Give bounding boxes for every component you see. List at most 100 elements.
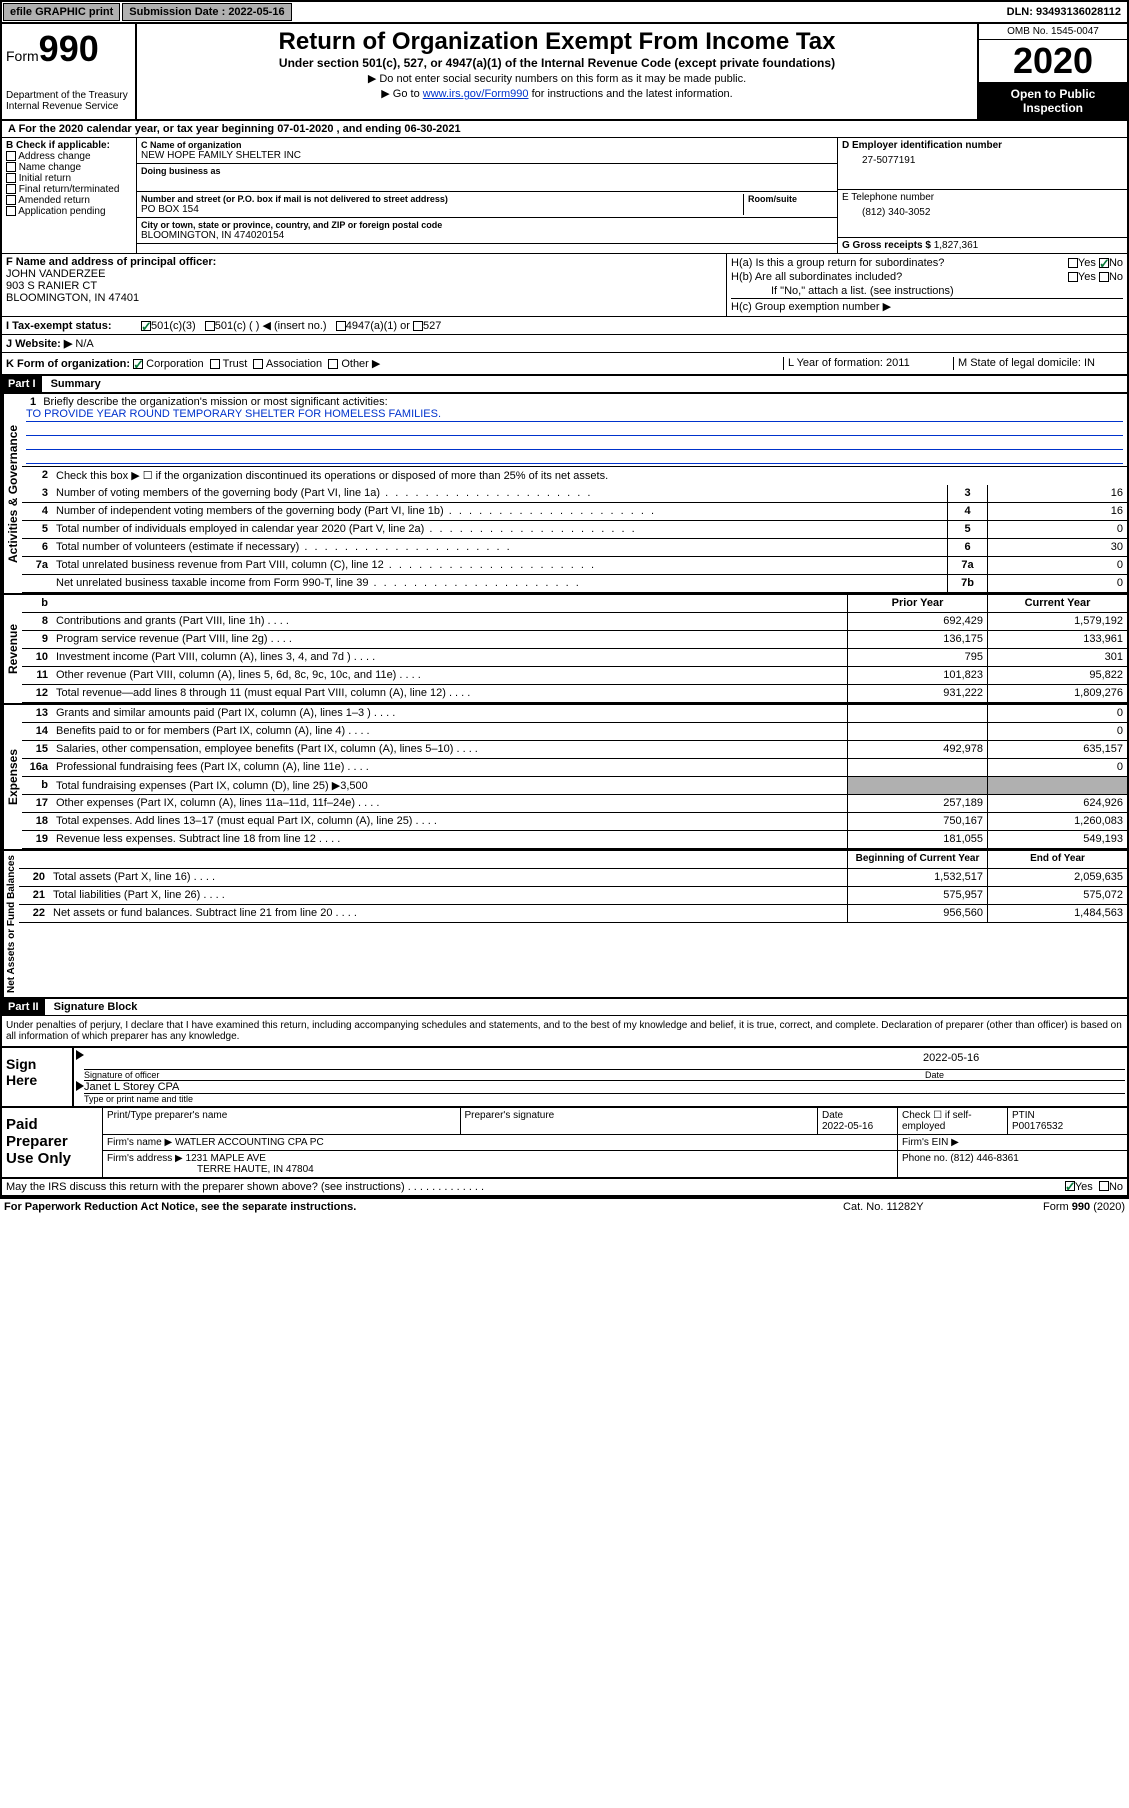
chk-name-change[interactable]: Name change [6,162,132,173]
prior-val: 692,429 [847,613,987,630]
org-name: NEW HOPE FAMILY SHELTER INC [141,150,833,161]
vert-revenue: Revenue [2,595,22,703]
line-num: 18 [22,813,52,830]
hb-yes[interactable] [1068,272,1078,282]
summary-line: Net unrelated business taxable income fr… [22,575,1127,593]
current-val: 2,059,635 [987,869,1127,886]
current-val: 95,822 [987,667,1127,684]
line-num: 17 [22,795,52,812]
chk-amended-return-label: Amended return [18,195,90,206]
chk-final-return[interactable]: Final return/terminated [6,184,132,195]
firm-addr2: TERRE HAUTE, IN 47804 [107,1164,314,1175]
ha-no[interactable] [1099,258,1109,268]
page-footer: For Paperwork Reduction Act Notice, see … [0,1199,1129,1215]
chk-address-change[interactable]: Address change [6,151,132,162]
discuss-no[interactable] [1099,1181,1109,1191]
open-public-label: Open to Public Inspection [979,83,1127,119]
line-num: 19 [22,831,52,848]
k-row: K Form of organization: Corporation Trus… [2,353,1127,376]
chk-initial-return[interactable]: Initial return [6,173,132,184]
chk-501c3[interactable] [141,321,151,331]
line-box: 5 [947,521,987,538]
netassets-section: Net Assets or Fund Balances Beginning of… [2,851,1127,999]
line-text: Benefits paid to or for members (Part IX… [52,723,847,740]
irs-link[interactable]: www.irs.gov/Form990 [423,88,529,100]
line-text: Total unrelated business revenue from Pa… [52,557,947,574]
efile-print-button[interactable]: efile GRAPHIC print [3,3,120,21]
summary-line: 7a Total unrelated business revenue from… [22,557,1127,575]
current-val [987,777,1127,794]
chk-corporation[interactable] [133,359,143,369]
line-text: Salaries, other compensation, employee b… [52,741,847,758]
line-box: 6 [947,539,987,556]
note-link: ▶ Go to www.irs.gov/Form990 for instruct… [141,87,973,100]
data-line: 12 Total revenue—add lines 8 through 11 … [22,685,1127,703]
tax-year-line: A For the 2020 calendar year, or tax yea… [2,121,1127,138]
form-number: Form990 [6,28,131,70]
sig-name-label: Type or print name and title [84,1094,1125,1104]
line-val: 0 [987,521,1127,538]
firm-addr-label: Firm's address ▶ [107,1153,183,1164]
line-num: 16a [22,759,52,776]
summary-line: 5 Total number of individuals employed i… [22,521,1127,539]
chk-amended-return[interactable]: Amended return [6,195,132,206]
data-line: 19 Revenue less expenses. Subtract line … [22,831,1127,849]
officer-addr1: 903 S RANIER CT [6,280,722,292]
line-num: 4 [22,503,52,520]
line-text: Number of voting members of the governin… [52,485,947,502]
hb-no[interactable] [1099,272,1109,282]
ptin-value: P00176532 [1012,1121,1123,1132]
form-word: Form [6,48,39,64]
ha-no-label: No [1109,257,1123,269]
chk-other[interactable] [328,359,338,369]
firm-phone: (812) 446-8361 [950,1153,1018,1164]
line-box: 3 [947,485,987,502]
current-val: 0 [987,759,1127,776]
line-num: 11 [22,667,52,684]
chk-trust[interactable] [210,359,220,369]
hb-no-label: No [1109,271,1123,283]
prior-val: 492,978 [847,741,987,758]
chk-association[interactable] [253,359,263,369]
opt-4947: 4947(a)(1) or [346,320,410,332]
line-val: 16 [987,485,1127,502]
discuss-yes-label: Yes [1075,1181,1093,1193]
chk-501c[interactable] [205,321,215,331]
form-num: 990 [39,28,99,69]
opt-527: 527 [423,320,441,332]
h-b-text: H(b) Are all subordinates included? [731,271,902,283]
dln: DLN: 93493136028112 [1001,4,1127,20]
chk-4947[interactable] [336,321,346,331]
current-val: 0 [987,723,1127,740]
line-box: 7a [947,557,987,574]
ha-yes[interactable] [1068,258,1078,268]
line-val: 16 [987,503,1127,520]
data-line: 14 Benefits paid to or for members (Part… [22,723,1127,741]
opt-other: Other ▶ [341,358,380,370]
prior-val: 575,957 [847,887,987,904]
discuss-yes[interactable] [1065,1181,1075,1191]
line-num: 14 [22,723,52,740]
revenue-section: Revenue b Prior Year Current Year 8 Cont… [2,595,1127,705]
line-num: 13 [22,705,52,722]
h-b: H(b) Are all subordinates included? Yes … [731,270,1123,284]
i-label: I Tax-exempt status: [6,320,141,332]
line-text: Total fundraising expenses (Part IX, col… [52,777,847,794]
discuss-row: May the IRS discuss this return with the… [2,1179,1127,1197]
line-val: 0 [987,557,1127,574]
line-num: 8 [22,613,52,630]
chk-527[interactable] [413,321,423,331]
col-begin: Beginning of Current Year [847,851,987,868]
line-text: Total liabilities (Part X, line 26) . . … [49,887,847,904]
website-value: N/A [75,338,93,350]
summary-line: 3 Number of voting members of the govern… [22,485,1127,503]
chk-application-pending[interactable]: Application pending [6,206,132,217]
line-num: 9 [22,631,52,648]
addr-label: Number and street (or P.O. box if mail i… [141,194,743,204]
line-text: Contributions and grants (Part VIII, lin… [52,613,847,630]
prep-selfemp[interactable]: Check ☐ if self-employed [897,1108,1007,1135]
data-line: 21 Total liabilities (Part X, line 26) .… [19,887,1127,905]
h-note: If "No," attach a list. (see instruction… [731,284,1123,298]
omb-number: OMB No. 1545-0047 [979,24,1127,40]
opt-501c: 501(c) ( ) ◀ (insert no.) [215,319,327,332]
